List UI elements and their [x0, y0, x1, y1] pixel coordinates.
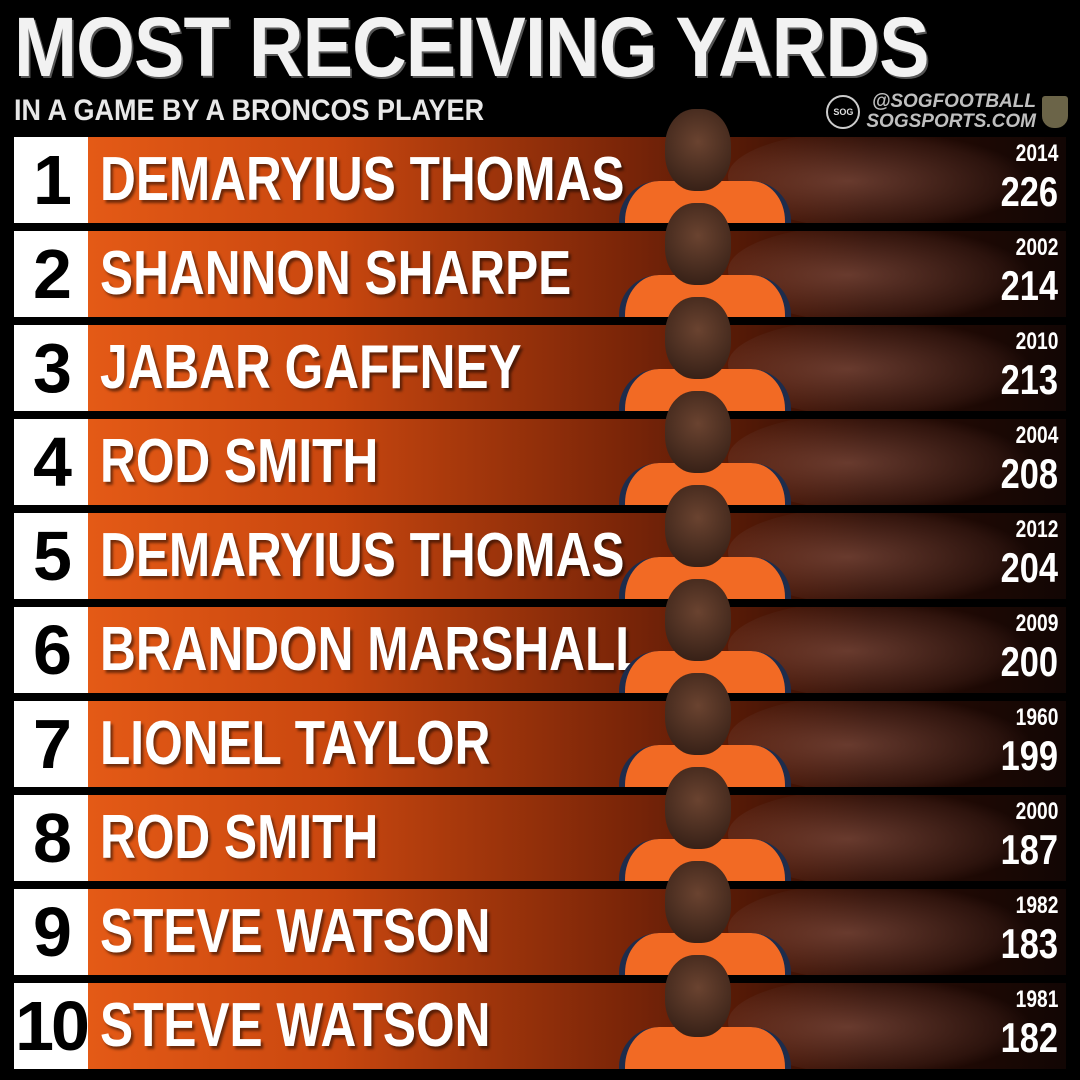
head-shape: [665, 109, 731, 191]
page-subtitle: IN A GAME BY A BRONCOS PLAYER: [14, 94, 485, 127]
head-shape: [665, 297, 731, 379]
game-year: 2002: [1015, 234, 1058, 261]
rank-number: 10: [14, 983, 90, 1069]
name-bar: STEVE WATSON 1981 182: [88, 983, 1066, 1069]
sog-logo-icon: SOG: [826, 95, 861, 129]
ranking-row: 3 JABAR GAFFNEY 2010 213: [14, 297, 1066, 411]
name-bar: LIONEL TAYLOR 1960 199: [88, 701, 1066, 787]
name-bar: STEVE WATSON 1982 183: [88, 889, 1066, 975]
player-name: STEVE WATSON: [100, 897, 491, 966]
name-bar: DEMARYIUS THOMAS 2012 204: [88, 513, 1066, 599]
game-year: 1960: [1015, 704, 1058, 731]
head-shape: [665, 391, 731, 473]
receiving-yards: 200: [1000, 638, 1058, 685]
shield-logo-icon: [1042, 96, 1068, 128]
rank-number: 4: [14, 419, 88, 505]
ranking-row: 7 LIONEL TAYLOR 1960 199: [14, 673, 1066, 787]
ranking-row: 9 STEVE WATSON 1982 183: [14, 861, 1066, 975]
player-photo: [609, 195, 791, 317]
player-photo: [609, 947, 791, 1069]
receiving-yards: 226: [1000, 168, 1058, 215]
rank-number: 8: [14, 795, 88, 881]
head-shape: [665, 203, 731, 285]
player-name: ROD SMITH: [100, 803, 379, 872]
rank-number: 6: [14, 607, 88, 693]
player-name: SHANNON SHARPE: [100, 239, 572, 308]
receiving-yards: 213: [1000, 356, 1058, 403]
player-photo: [609, 383, 791, 505]
game-year: 2014: [1015, 140, 1058, 167]
player-name: ROD SMITH: [100, 427, 379, 496]
ranking-row: 6 BRANDON MARSHALL 2009 200: [14, 579, 1066, 693]
receiving-yards: 187: [1000, 826, 1058, 873]
head-shape: [665, 673, 731, 755]
player-photo: [609, 477, 791, 599]
head-shape: [665, 861, 731, 943]
receiving-yards: 208: [1000, 450, 1058, 497]
receiving-yards: 183: [1000, 920, 1058, 967]
page-title: MOST RECEIVING YARDS: [14, 0, 929, 94]
ranking-row: 4 ROD SMITH 2004 208: [14, 391, 1066, 505]
player-name: STEVE WATSON: [100, 991, 491, 1060]
rank-number: 5: [14, 513, 88, 599]
game-year: 2009: [1015, 610, 1058, 637]
brand-row: SOG @SOGFOOTBALL SOGSPORTS.COM: [826, 92, 1068, 132]
head-shape: [665, 579, 731, 661]
player-name: DEMARYIUS THOMAS: [100, 521, 625, 590]
ranking-row: 1 DEMARYIUS THOMAS 2014 226: [14, 109, 1066, 223]
game-year: 2010: [1015, 328, 1058, 355]
ranking-row: 8 ROD SMITH 2000 187: [14, 767, 1066, 881]
brand-block: @SOGFOOTBALL SOGSPORTS.COM: [866, 92, 1036, 132]
website: SOGSPORTS.COM: [866, 111, 1036, 132]
receiving-yards: 182: [1000, 1014, 1058, 1061]
rank-number: 7: [14, 701, 88, 787]
name-bar: BRANDON MARSHALL 2009 200: [88, 607, 1066, 693]
game-year: 2004: [1015, 422, 1058, 449]
game-year: 2000: [1015, 798, 1058, 825]
player-photo: [609, 571, 791, 693]
rank-number: 2: [14, 231, 88, 317]
name-bar: SHANNON SHARPE 2002 214: [88, 231, 1066, 317]
game-year: 1981: [1015, 986, 1058, 1013]
player-name: BRANDON MARSHALL: [100, 615, 646, 684]
name-bar: DEMARYIUS THOMAS 2014 226: [88, 137, 1066, 223]
player-name: DEMARYIUS THOMAS: [100, 145, 625, 214]
ranking-row: 5 DEMARYIUS THOMAS 2012 204: [14, 485, 1066, 599]
name-bar: ROD SMITH 2004 208: [88, 419, 1066, 505]
social-handle: @SOGFOOTBALL: [871, 91, 1036, 112]
ranking-row: 10 STEVE WATSON 1981 182: [14, 955, 1066, 1069]
receiving-yards: 214: [1000, 262, 1058, 309]
player-name: JABAR GAFFNEY: [100, 333, 522, 402]
ranking-row: 2 SHANNON SHARPE 2002 214: [14, 203, 1066, 317]
game-year: 2012: [1015, 516, 1058, 543]
player-name: LIONEL TAYLOR: [100, 709, 491, 778]
rank-number: 1: [14, 137, 88, 223]
rank-number: 9: [14, 889, 88, 975]
player-photo: [609, 665, 791, 787]
player-photo: [609, 101, 791, 223]
name-bar: ROD SMITH 2000 187: [88, 795, 1066, 881]
game-year: 1982: [1015, 892, 1058, 919]
receiving-yards: 204: [1000, 544, 1058, 591]
rank-number: 3: [14, 325, 88, 411]
head-shape: [665, 485, 731, 567]
receiving-yards: 199: [1000, 732, 1058, 779]
head-shape: [665, 955, 731, 1037]
head-shape: [665, 767, 731, 849]
name-bar: JABAR GAFFNEY 2010 213: [88, 325, 1066, 411]
